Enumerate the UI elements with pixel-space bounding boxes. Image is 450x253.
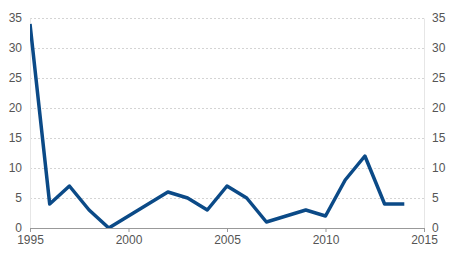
- tick: 25: [424, 71, 446, 85]
- tick-label: 35: [432, 11, 446, 25]
- tick-label: 20: [432, 101, 446, 115]
- tick: 5: [15, 191, 30, 205]
- grid-line: [30, 138, 424, 139]
- grid-line: [30, 168, 424, 169]
- tick-label: 30: [432, 41, 446, 55]
- tick-mark: [30, 228, 31, 232]
- tick: 20: [424, 101, 446, 115]
- tick-label: 1995: [17, 233, 44, 247]
- tick: 15: [9, 131, 30, 145]
- grid-line: [30, 18, 424, 19]
- tick: 30: [9, 41, 30, 55]
- tick: 10: [424, 161, 446, 175]
- y2-axis: 05101520253035: [424, 11, 446, 235]
- tick: 2005: [214, 228, 241, 247]
- tick-label: 2015: [411, 233, 438, 247]
- tick-mark: [326, 228, 327, 232]
- plot-area: [30, 24, 404, 228]
- tick-label: 10: [432, 161, 446, 175]
- tick: 25: [9, 71, 30, 85]
- axis-line: [30, 19, 31, 229]
- tick: 15: [424, 131, 446, 145]
- line: [30, 24, 404, 228]
- tick-label: 25: [9, 71, 23, 85]
- tick: 2000: [116, 228, 143, 247]
- tick-label: 5: [15, 191, 22, 205]
- tick: 30: [424, 41, 446, 55]
- tick-label: 35: [9, 11, 23, 25]
- tick-label: 10: [9, 161, 23, 175]
- tick-label: 25: [432, 71, 446, 85]
- tick: 5: [424, 191, 439, 205]
- tick-label: 2005: [214, 233, 241, 247]
- tick: 20: [9, 101, 30, 115]
- tick: 35: [9, 11, 30, 25]
- grid-line: [30, 198, 424, 199]
- tick-label: 2010: [313, 233, 340, 247]
- tick: 10: [9, 161, 30, 175]
- grid-line: [30, 78, 424, 79]
- grid-line: [30, 48, 424, 49]
- tick-label: 30: [9, 41, 23, 55]
- tick: 1995: [17, 228, 44, 247]
- tick-label: 20: [9, 101, 23, 115]
- y-axis: 05101520253035: [9, 11, 31, 235]
- tick-label: 15: [432, 131, 446, 145]
- tick-label: 5: [432, 191, 439, 205]
- tick-mark: [227, 228, 228, 232]
- tick-label: 2000: [116, 233, 143, 247]
- grid-line: [30, 108, 424, 109]
- chart: 0510152025303505101520253035199520002005…: [0, 0, 450, 253]
- grid: [30, 18, 424, 228]
- tick: 2015: [411, 228, 438, 247]
- tick-label: 15: [9, 131, 23, 145]
- tick-mark: [424, 228, 425, 232]
- x-axis: 1995 2000 2005 2010 2015: [17, 228, 438, 247]
- tick-mark: [129, 228, 130, 232]
- axis-line: [424, 19, 425, 229]
- tick: 35: [424, 11, 446, 25]
- tick: 2010: [313, 228, 340, 247]
